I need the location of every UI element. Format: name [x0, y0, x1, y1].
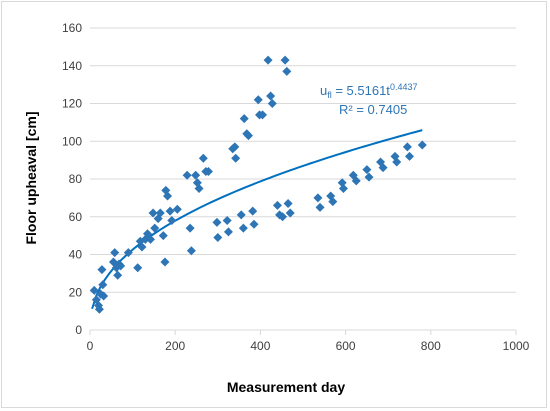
data-point-49: [238, 223, 248, 233]
data-point-75: [351, 176, 361, 186]
axes: [89, 329, 517, 335]
data-point-47: [231, 153, 241, 163]
data-point-28: [163, 191, 173, 201]
x-tick-label-3: 600: [336, 339, 356, 353]
data-point-54: [249, 219, 259, 229]
data-point-41: [212, 217, 222, 227]
data-point-65: [282, 66, 292, 76]
data-point-9: [110, 248, 120, 258]
data-point-33: [185, 223, 195, 233]
data-point-83: [405, 151, 414, 161]
data-point-66: [283, 199, 293, 209]
data-point-63: [278, 212, 288, 222]
x-tick-label-0: 0: [87, 339, 94, 353]
y-tick-label-7: 140: [62, 59, 82, 73]
y-tick-label-0: 0: [75, 323, 82, 337]
data-point-34: [186, 246, 196, 256]
x-tick-label-1: 200: [165, 339, 185, 353]
y-axis-title: Floor upheaval [cm]: [23, 111, 39, 244]
data-point-43: [222, 216, 232, 226]
data-point-50: [239, 114, 249, 124]
equation-subscript: fl: [327, 90, 332, 100]
data-point-48: [236, 210, 246, 220]
data-point-55: [253, 95, 263, 105]
data-point-0: [89, 285, 99, 295]
data-point-22: [150, 223, 160, 233]
data-point-76: [362, 165, 372, 175]
data-point-44: [223, 227, 233, 237]
data-point-60: [267, 99, 277, 108]
data-point-53: [248, 206, 258, 216]
data-point-13: [116, 261, 126, 271]
data-point-68: [313, 193, 323, 203]
data-point-82: [402, 142, 412, 152]
y-tick-label-1: 20: [69, 285, 83, 299]
equation-body: = 5.5161t: [332, 83, 391, 98]
y-tick-label-8: 160: [62, 21, 82, 35]
data-point-31: [172, 204, 182, 214]
data-point-29: [165, 206, 175, 216]
x-tick-label-5: 1000: [503, 339, 530, 353]
data-point-57: [258, 110, 268, 120]
trend-equation: ufl = 5.5161t0.4437: [320, 82, 417, 100]
data-point-3: [94, 304, 104, 314]
gridlines: [90, 27, 516, 293]
r-squared-label: R² = 0.7405: [339, 102, 407, 117]
data-point-67: [285, 208, 295, 218]
power-trendline: [91, 129, 423, 310]
data-point-77: [364, 172, 374, 182]
data-point-58: [263, 55, 273, 65]
data-point-61: [272, 200, 282, 210]
x-tick-label-2: 400: [250, 339, 270, 353]
data-point-52: [243, 131, 253, 141]
y-tick-label-5: 100: [62, 134, 82, 148]
x-tick-labels: 0 200 400 600 800 1000: [87, 339, 530, 353]
data-points: [89, 55, 427, 314]
data-point-6: [98, 280, 108, 290]
data-point-15: [133, 263, 143, 273]
y-tick-label-3: 60: [69, 210, 83, 224]
data-point-73: [338, 183, 348, 193]
data-point-59: [266, 91, 276, 101]
data-point-46: [230, 142, 240, 152]
data-point-38: [198, 153, 208, 163]
data-point-7: [99, 291, 109, 301]
equation-exponent: 0.4437: [390, 82, 418, 92]
data-point-11: [113, 270, 123, 280]
data-point-26: [160, 257, 170, 267]
y-tick-label-2: 40: [69, 248, 83, 262]
y-tick-label-6: 120: [62, 97, 82, 111]
data-point-24: [155, 208, 165, 218]
data-point-21: [148, 208, 158, 218]
data-point-14: [123, 248, 133, 258]
data-point-37: [194, 183, 204, 193]
y-tick-label-4: 80: [69, 172, 83, 186]
data-point-25: [158, 231, 168, 241]
trendline: [91, 129, 423, 310]
data-point-17: [137, 242, 147, 252]
data-point-40: [203, 166, 213, 176]
data-point-20: [145, 234, 155, 244]
data-point-5: [97, 265, 107, 275]
data-point-42: [213, 233, 223, 243]
data-point-81: [392, 157, 402, 167]
data-point-32: [182, 170, 192, 180]
data-point-79: [378, 163, 388, 173]
data-point-69: [315, 202, 325, 212]
x-tick-label-4: 800: [421, 339, 441, 353]
data-point-84: [417, 140, 427, 150]
x-axis-title: Measurement day: [227, 379, 345, 395]
y-tick-labels: 0 20 40 60 80 100 120 140 160: [62, 21, 82, 337]
data-point-30: [167, 216, 177, 226]
data-point-71: [328, 197, 338, 207]
data-point-35: [191, 170, 201, 180]
data-point-64: [280, 55, 290, 65]
equation-prefix: u: [320, 83, 327, 98]
